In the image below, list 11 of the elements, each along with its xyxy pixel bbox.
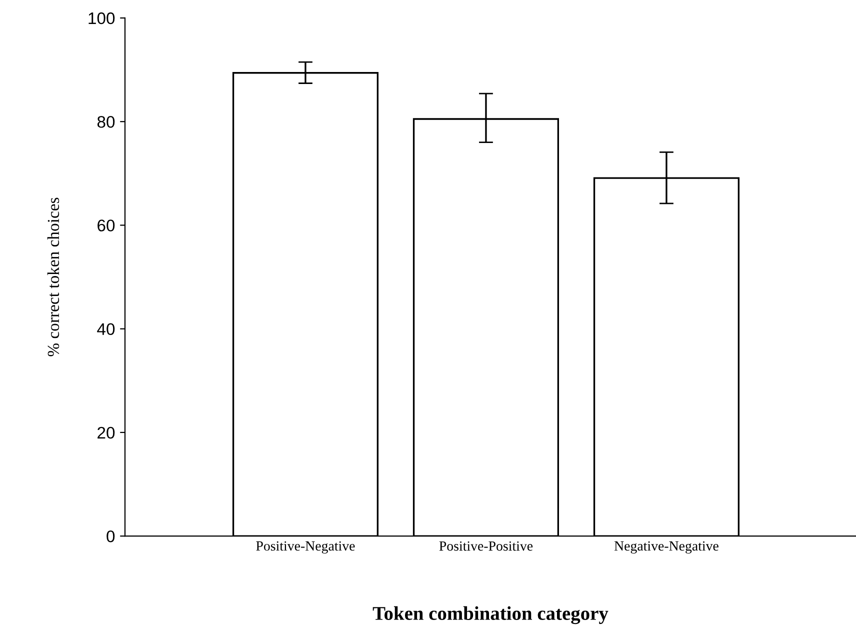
y-tick-label: 100 <box>88 12 115 24</box>
x-axis-title: Token combination category <box>372 606 608 624</box>
x-tick-label: Negative-Negative <box>614 541 718 554</box>
y-tick-label: 80 <box>97 116 115 128</box>
y-tick-label: 0 <box>106 530 115 542</box>
x-tick-label: Positive-Negative <box>256 541 355 554</box>
y-tick-label: 40 <box>97 323 115 336</box>
y-tick-label: 20 <box>98 426 115 439</box>
x-tick-label: Positive-Positive <box>439 541 533 551</box>
y-axis-title: % correct token choices <box>47 198 60 356</box>
y-tick-label: 60 <box>98 220 115 232</box>
